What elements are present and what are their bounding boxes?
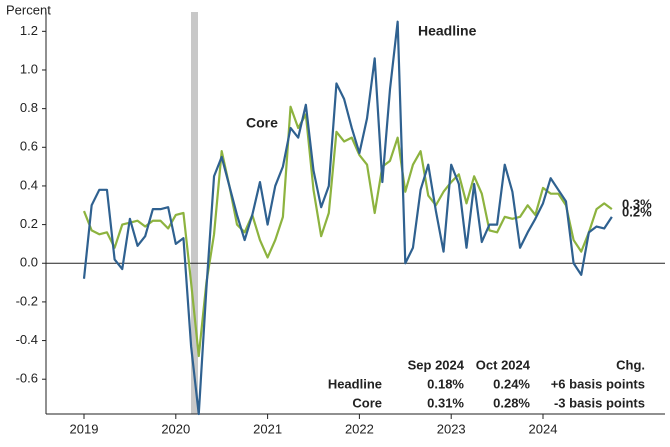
- series-label: Headline: [418, 23, 477, 39]
- table-cell: 0.24%: [493, 376, 530, 391]
- end-label: 0.2%: [622, 204, 652, 219]
- x-tick-label: 2024: [529, 421, 558, 436]
- series-line: [82, 20, 613, 416]
- y-tick-label: -0.4: [16, 332, 38, 347]
- table-cell: -3 basis points: [554, 395, 645, 410]
- y-axis-label: Percent: [6, 2, 51, 17]
- y-tick-label: 0.0: [20, 255, 38, 270]
- table-cell: 0.18%: [427, 376, 464, 391]
- y-tick-label: 1.0: [20, 61, 38, 76]
- x-tick-label: 2019: [70, 421, 99, 436]
- x-tick-label: 2022: [345, 421, 374, 436]
- series-label: Core: [246, 115, 278, 131]
- recession-shading: [191, 12, 198, 414]
- table-cell: 0.31%: [427, 395, 464, 410]
- table-row-label: Headline: [328, 376, 382, 391]
- y-tick-label: 1.2: [20, 23, 38, 38]
- table-header: Chg.: [616, 357, 645, 372]
- y-tick-label: 0.6: [20, 139, 38, 154]
- table-cell: 0.28%: [493, 395, 530, 410]
- table-header: Sep 2024: [408, 357, 465, 372]
- x-tick-label: 2021: [253, 421, 282, 436]
- x-tick-label: 2023: [437, 421, 466, 436]
- table-header: Oct 2024: [476, 357, 531, 372]
- y-tick-label: 0.4: [20, 177, 38, 192]
- y-tick-label: -0.6: [16, 371, 38, 386]
- table-row-label: Core: [352, 395, 382, 410]
- x-tick-label: 2020: [161, 421, 190, 436]
- y-tick-label: 0.8: [20, 100, 38, 115]
- table-cell: +6 basis points: [551, 376, 645, 391]
- y-tick-label: 0.2: [20, 216, 38, 231]
- series-line: [82, 105, 613, 358]
- y-tick-label: -0.2: [16, 293, 38, 308]
- end-label: 0.3%: [622, 196, 652, 211]
